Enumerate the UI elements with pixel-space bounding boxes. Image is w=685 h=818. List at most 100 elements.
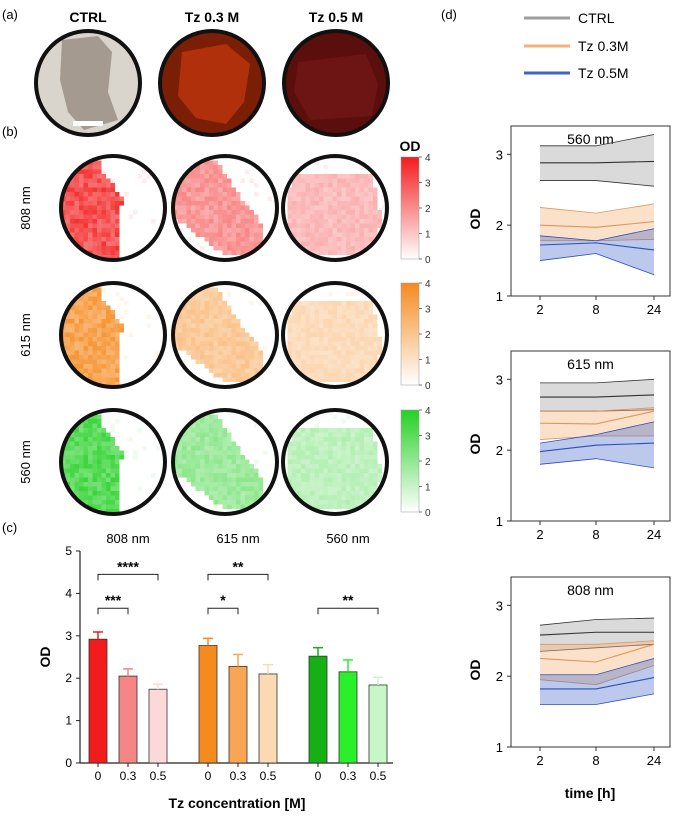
heatmap-cell [65,219,70,224]
heatmap-cell [88,183,93,188]
heatmap-cell [359,174,364,179]
heatmap-cell [79,509,84,514]
heatmap-cell [200,210,205,215]
heatmap-cell [359,237,364,242]
heatmap-cell [209,364,214,369]
heatmap-cell [83,364,88,369]
heatmap-cell [195,382,200,387]
heatmap-cell [287,441,292,446]
heatmap-cell [341,314,346,319]
colorbar-tick-label: 3 [425,305,431,316]
heatmap-cell [115,382,120,387]
heatmap-cell [83,441,88,446]
heatmap-cell [200,473,205,478]
heatmap-cell [218,328,223,333]
heatmap-cell [249,337,254,342]
heatmap-cell [209,437,214,442]
heatmap-cell [350,205,355,210]
heatmap-cell [245,504,250,509]
heatmap-cell [106,432,111,437]
heatmap-cell [106,446,111,451]
heatmap-cell [110,373,115,378]
heatmap-cell [97,192,102,197]
heatmap-cell [254,482,259,487]
heatmap-cell [368,219,373,224]
heatmap-cell [101,446,106,451]
heatmap-cell [305,341,310,346]
heatmap-cell [101,482,106,487]
heatmap-cell [97,459,102,464]
heatmap-cell [355,500,360,505]
heatmap-cell [151,283,156,288]
heatmap-cell [83,473,88,478]
heatmap-cell [227,428,232,433]
heatmap-cell [346,219,351,224]
heatmap-cell [373,468,378,473]
heatmap-cell [328,446,333,451]
photo-tz05 [282,29,390,137]
heatmap-cell [65,205,70,210]
heatmap-cell [79,428,84,433]
heatmap-cell [314,210,319,215]
band-1 [540,203,654,241]
heatmap-cell [204,441,209,446]
heatmap-cell [213,364,218,369]
heatmap-cell [332,428,337,433]
heatmap-cell [287,187,292,192]
heatmap-cell [328,305,333,310]
heatmap-cell [204,183,209,188]
heatmap-cell [346,450,351,455]
heatmap-cell [213,169,218,174]
heatmap-cell [373,337,378,342]
heatmap-cell [355,201,360,206]
heatmap-cell [74,341,79,346]
heatmap-cell [314,337,319,342]
heatmap-cell [83,301,88,306]
heatmap-cell [364,201,369,206]
heatmap-cell [97,196,102,201]
heatmap-cell [133,210,138,215]
heatmap-cell [328,328,333,333]
heatmap-cell [350,477,355,482]
heatmap-cell [332,192,337,197]
heatmap-cell [65,459,70,464]
line-y-tick-label: 1 [496,514,503,529]
heatmap-cell [249,473,254,478]
heatmap-cell [79,382,84,387]
heatmap-cell [350,346,355,351]
heatmap-cell [323,205,328,210]
heatmap-cell [364,178,369,183]
heatmap-cell [101,355,106,360]
heatmap-cell [195,323,200,328]
heatmap-cell [254,214,259,219]
heatmap-cell [79,255,84,260]
heatmap-cell [191,310,196,315]
heatmap-well-border [281,281,389,389]
heatmap-cell [263,373,268,378]
heatmap-cell [61,423,66,428]
heatmap-cell [332,464,337,469]
heatmap-cell [195,464,200,469]
heatmap-cell [227,210,232,215]
heatmap-cell [332,441,337,446]
heatmap-cell [240,364,245,369]
heatmap-cell [97,491,102,496]
colorbar-615 [400,282,420,386]
heatmap-cell [319,210,324,215]
heatmap-cell [346,174,351,179]
heatmap-cell [355,495,360,500]
heatmap-cell [83,178,88,183]
heatmap-cell [328,301,333,306]
heatmap-cell [83,323,88,328]
heatmap-cell [218,192,223,197]
heatmap-cell [355,468,360,473]
heatmap-cell [236,464,241,469]
heatmap-cell [341,210,346,215]
heatmap-cell [97,169,102,174]
heatmap-cell [101,341,106,346]
heatmap-cell [195,183,200,188]
heatmap-cell [328,428,333,433]
heatmap-cell [79,455,84,460]
heatmap-cell [314,486,319,491]
heatmap-cell [61,455,66,460]
